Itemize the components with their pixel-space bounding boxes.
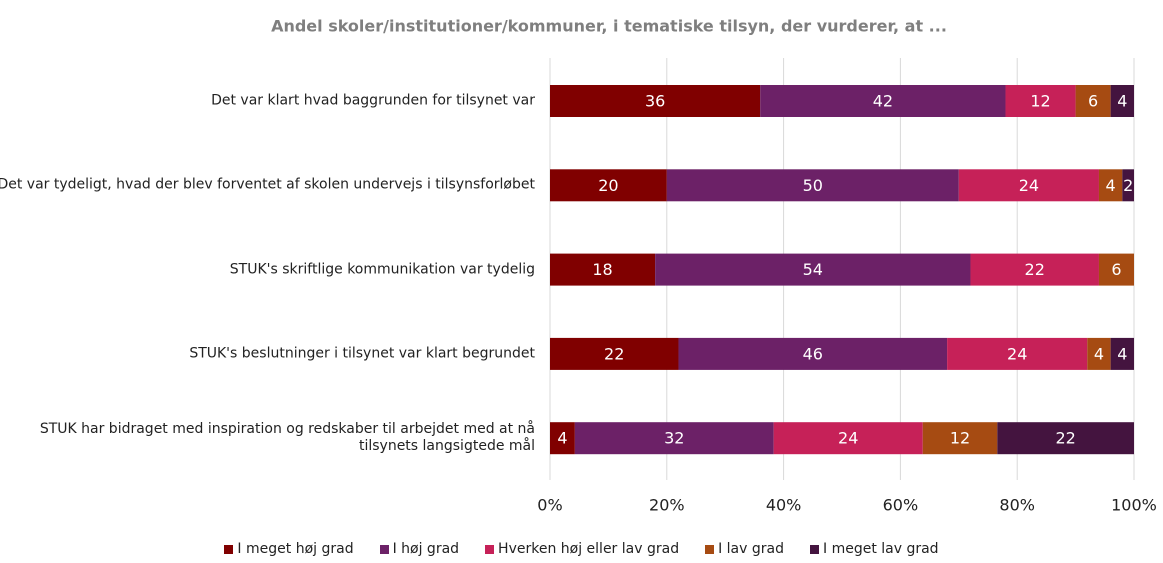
legend-swatch — [809, 544, 819, 554]
data-label: 24 — [838, 429, 858, 448]
x-tick-label: 100% — [1111, 496, 1157, 515]
legend-swatch — [485, 544, 495, 554]
data-label: 2 — [1123, 176, 1133, 195]
bar-segment — [678, 337, 948, 370]
data-label: 42 — [873, 92, 893, 111]
data-label: 4 — [1106, 176, 1116, 195]
bar-segment — [574, 422, 774, 455]
bar-segment — [550, 169, 667, 202]
category-label: Det var tydeligt, hvad der blev forvente… — [0, 176, 535, 193]
bar-segment — [947, 337, 1088, 370]
data-label: 4 — [1117, 92, 1127, 111]
legend-item: I lav grad — [705, 541, 784, 557]
data-label: 6 — [1088, 92, 1098, 111]
legend-label: I meget lav grad — [822, 541, 939, 557]
bar-segment — [922, 422, 998, 455]
legend-label: I lav grad — [718, 541, 784, 557]
x-tick-label: 80% — [999, 496, 1035, 515]
data-label: 4 — [1094, 344, 1104, 363]
bar-segment — [550, 337, 679, 370]
data-label: 22 — [1025, 260, 1045, 279]
category-label: STUK's skriftlige kommunikation var tyde… — [229, 261, 535, 278]
legend-label: Hverken høj eller lav grad — [498, 541, 680, 557]
bar-segment — [1110, 85, 1134, 117]
data-label: 4 — [1117, 344, 1127, 363]
bar-segment — [550, 422, 575, 455]
data-label: 24 — [1019, 176, 1039, 195]
bar-segment — [655, 253, 971, 286]
data-label: 36 — [645, 92, 665, 111]
data-label: 46 — [803, 344, 823, 363]
legend-swatch — [379, 544, 389, 554]
bar-segment — [1005, 85, 1076, 117]
legend-label: I meget høj grad — [237, 541, 354, 557]
bar-segment — [550, 85, 761, 117]
bar-segment — [997, 422, 1134, 455]
category-label: Det var klart hvad baggrunden for tilsyn… — [211, 92, 535, 109]
bar-segment — [666, 169, 959, 202]
bar-segment — [1075, 85, 1111, 117]
data-label: 18 — [592, 260, 612, 279]
data-label: 12 — [950, 429, 970, 448]
bar-segment — [1098, 169, 1123, 202]
bar-segment — [773, 422, 923, 455]
bar-segment — [1122, 169, 1134, 202]
legend-item: I meget høj grad — [224, 541, 354, 557]
data-label: 12 — [1030, 92, 1050, 111]
data-label: 22 — [604, 344, 624, 363]
legend: I meget høj grad I høj grad Hverken høj el… — [0, 541, 1163, 557]
data-label: 50 — [803, 176, 823, 195]
x-tick-label: 40% — [766, 496, 802, 515]
data-label: 22 — [1055, 429, 1075, 448]
data-label: 24 — [1007, 344, 1027, 363]
category-label: STUK's beslutninger i tilsynet var klart… — [189, 345, 535, 362]
data-label: 6 — [1111, 260, 1121, 279]
legend-item: Hverken høj eller lav grad — [485, 541, 679, 557]
category-label: STUK har bidraget med inspiration og red… — [39, 421, 535, 455]
bar-segment — [1087, 337, 1111, 370]
data-label: 54 — [803, 260, 823, 279]
bar-segment — [970, 253, 1099, 286]
bar-segment — [1098, 253, 1134, 286]
data-label: 20 — [598, 176, 618, 195]
legend-item: I meget lav grad — [809, 541, 939, 557]
legend-label: I høj grad — [392, 541, 460, 557]
legend-swatch — [224, 544, 234, 554]
x-tick-label: 0% — [537, 496, 562, 515]
data-label: 32 — [664, 429, 684, 448]
chart-title: Andel skoler/institutioner/kommuner, i t… — [271, 17, 947, 36]
data-label: 4 — [557, 429, 567, 448]
x-tick-label: 20% — [649, 496, 685, 515]
bar-segment — [958, 169, 1099, 202]
legend-swatch — [705, 544, 715, 554]
bar-segment — [550, 253, 656, 286]
x-tick-label: 60% — [883, 496, 919, 515]
bar-segment — [1110, 337, 1134, 370]
legend-item: I høj grad — [379, 541, 460, 557]
bar-segment — [760, 85, 1006, 117]
